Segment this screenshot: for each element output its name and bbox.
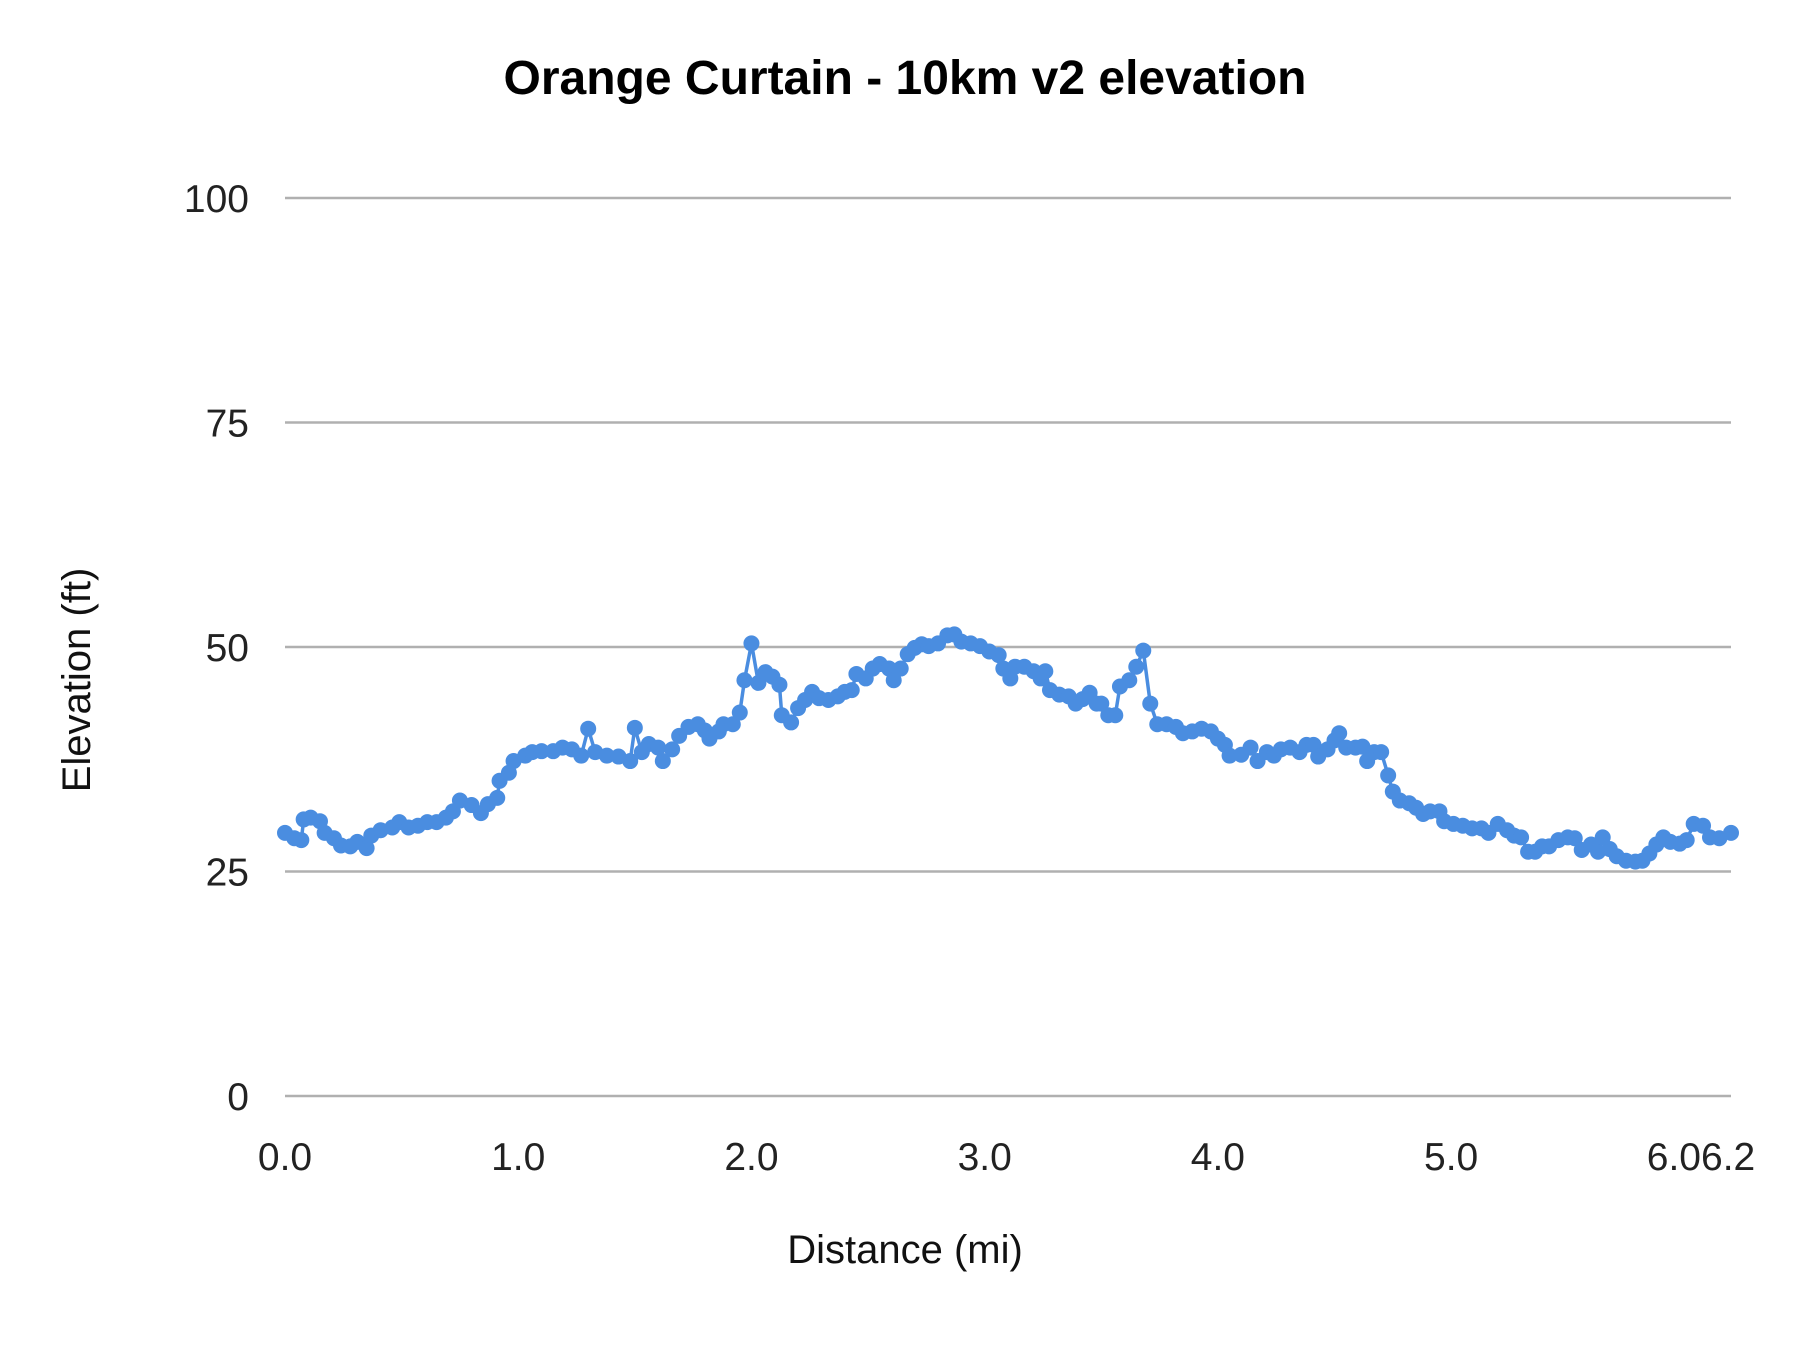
x-tick-label: 2.0 [724, 1136, 778, 1179]
data-point [771, 676, 788, 693]
data-point [736, 672, 753, 689]
y-axis-ticks: 0 25 50 75 100 [184, 178, 249, 1119]
data-point [843, 682, 860, 699]
x-tick-label: 6.0 [1647, 1136, 1701, 1179]
data-point [580, 720, 597, 737]
data-point [1221, 747, 1238, 764]
data-point [1121, 672, 1138, 689]
data-point [1380, 767, 1397, 784]
data-point [654, 753, 671, 770]
series-elevation [277, 626, 1739, 870]
x-tick-label: 6.2 [1701, 1136, 1755, 1179]
data-point [573, 747, 590, 764]
data-point [1242, 739, 1259, 756]
gridlines [285, 196, 1731, 1098]
data-point [622, 753, 639, 770]
x-tick-label: 0.0 [258, 1136, 312, 1179]
data-point [1037, 663, 1054, 680]
data-point [1678, 832, 1695, 849]
x-tick-label: 5.0 [1424, 1136, 1478, 1179]
data-point [1695, 817, 1712, 834]
data-point [1331, 725, 1348, 742]
data-point [885, 672, 902, 689]
data-point [1513, 829, 1530, 846]
x-tick-label: 1.0 [491, 1136, 545, 1179]
y-axis-label: Elevation (ft) [55, 568, 99, 793]
data-point [1566, 830, 1583, 847]
y-tick-label: 25 [206, 852, 249, 895]
x-tick-label: 3.0 [958, 1136, 1012, 1179]
data-point [783, 714, 800, 731]
chart-title: Orange Curtain - 10km v2 elevation [504, 52, 1307, 105]
data-point [1093, 695, 1110, 712]
data-point [626, 719, 643, 736]
data-point [489, 789, 506, 806]
data-point [1373, 744, 1390, 761]
data-point [1723, 824, 1739, 841]
data-point [731, 704, 748, 721]
data-point [293, 832, 310, 849]
x-axis-label: Distance (mi) [787, 1228, 1023, 1272]
data-point [892, 660, 909, 677]
y-tick-label: 50 [206, 627, 249, 670]
data-point [743, 635, 760, 652]
data-point [358, 840, 375, 857]
data-point [533, 743, 550, 760]
data-point [1128, 658, 1145, 675]
data-point [1142, 695, 1159, 712]
data-point [1107, 707, 1124, 724]
data-point [650, 739, 667, 756]
data-point [724, 716, 741, 733]
y-tick-label: 100 [184, 178, 249, 221]
x-axis-ticks: 0.0 1.0 2.0 3.0 4.0 5.0 6.0 6.2 [258, 1136, 1755, 1179]
data-point [1594, 829, 1611, 846]
data-point [664, 741, 681, 758]
y-tick-label: 75 [206, 403, 249, 446]
data-point [990, 647, 1007, 664]
data-point [598, 747, 615, 764]
x-tick-label: 4.0 [1191, 1136, 1245, 1179]
data-point [1135, 642, 1152, 659]
y-tick-label: 0 [227, 1076, 249, 1119]
